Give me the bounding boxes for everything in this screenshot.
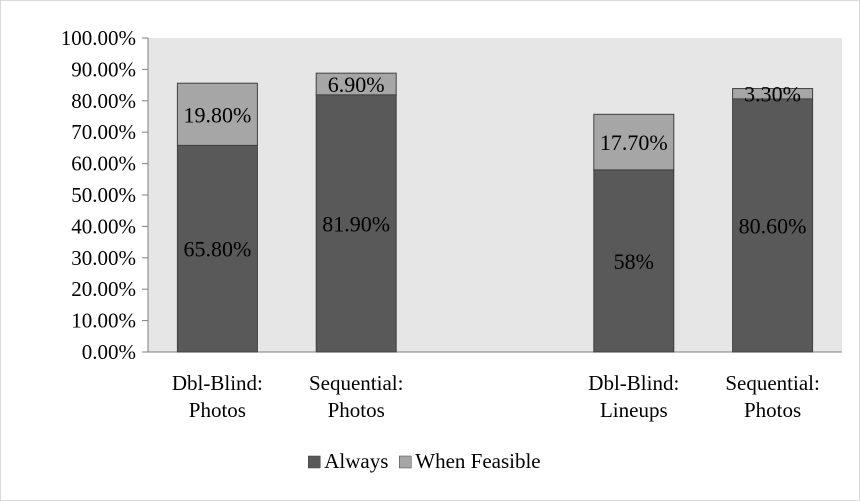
data-label: 17.70% [600,130,668,155]
bar-when-feasible [732,88,814,100]
data-label: 65.80% [183,237,251,262]
legend-label: When Feasible [415,449,540,473]
x-category-label: Lineups [600,398,668,422]
y-tick-label: 90.00% [71,57,136,81]
plot-area [148,38,842,352]
x-category-label: Dbl-Blind: [172,371,263,395]
x-category-label: Sequential: [725,371,819,395]
y-tick-label: 10.00% [71,309,136,333]
y-tick-label: 50.00% [71,183,136,207]
y-tick-label: 20.00% [71,277,136,301]
x-category-label: Dbl-Blind: [588,371,679,395]
y-tick-label: 40.00% [71,214,136,238]
bar-always [176,144,258,353]
bar-when-feasible [593,113,675,171]
data-label: 81.90% [322,211,390,236]
y-tick-label: 30.00% [71,246,136,270]
legend-swatch [399,455,412,469]
data-label: 58% [614,249,654,274]
bar-always [593,169,675,353]
data-label: 6.90% [328,72,385,97]
data-label: 3.30% [744,82,801,107]
x-category-label: Photos [744,398,801,422]
bar-when-feasible [315,72,397,96]
bar-always [315,94,397,353]
bar-when-feasible [176,82,258,146]
legend-swatch [308,455,321,469]
y-tick-label: 0.00% [82,340,136,364]
data-label: 80.60% [739,213,807,238]
y-tick-label: 70.00% [71,120,136,144]
data-label: 19.80% [183,102,251,127]
y-tick-label: 80.00% [71,89,136,113]
x-category-label: Photos [189,398,246,422]
x-category-label: Sequential: [309,371,403,395]
bar-always [732,98,814,353]
x-category-label: Photos [328,398,385,422]
legend-label: Always [324,449,388,473]
y-tick-label: 60.00% [71,152,136,176]
y-tick-label: 100.00% [61,26,136,50]
